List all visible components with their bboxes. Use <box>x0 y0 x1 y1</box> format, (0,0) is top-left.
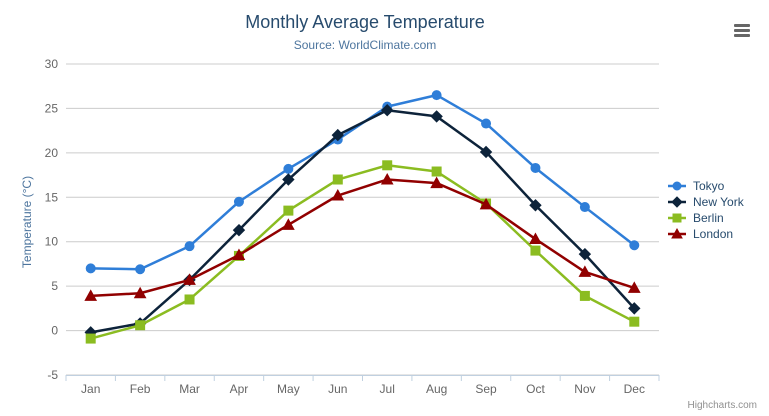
circle-marker[interactable] <box>184 241 195 252</box>
circle-marker[interactable] <box>672 181 682 191</box>
legend-item-new-york[interactable]: New York <box>668 194 744 210</box>
legend-item-london[interactable]: London <box>668 226 744 242</box>
square-marker[interactable] <box>184 294 195 305</box>
series-tokyo[interactable] <box>85 90 640 275</box>
square-marker[interactable] <box>332 174 343 185</box>
x-axis-label: Dec <box>624 382 645 396</box>
square-marker[interactable] <box>579 290 590 301</box>
circle-marker[interactable] <box>135 264 146 275</box>
circle-marker[interactable] <box>530 162 541 173</box>
x-axis-label: Jul <box>380 382 395 396</box>
series-line[interactable] <box>89 108 636 334</box>
series-london[interactable] <box>84 172 641 301</box>
diamond-marker[interactable] <box>479 145 493 159</box>
series-line[interactable] <box>89 178 636 298</box>
context-menu-button[interactable] <box>729 18 755 42</box>
x-axis-label: May <box>277 382 300 396</box>
diamond-marker[interactable] <box>578 247 592 261</box>
triangle-marker[interactable] <box>331 188 345 201</box>
diamond-marker[interactable] <box>331 128 344 142</box>
square-marker[interactable] <box>431 166 442 177</box>
legend-label: Berlin <box>693 211 724 225</box>
triangle-marker[interactable] <box>380 172 394 185</box>
diamond-marker[interactable] <box>628 302 641 315</box>
circle-marker[interactable] <box>431 90 442 101</box>
series-line[interactable] <box>89 164 636 340</box>
triangle-marker[interactable] <box>183 273 196 285</box>
y-axis-label: 30 <box>45 57 59 71</box>
y-axis-label: 20 <box>45 146 59 160</box>
x-axis-label: Sep <box>475 382 497 396</box>
diamond-marker[interactable] <box>529 199 542 212</box>
circle-marker[interactable] <box>579 202 590 213</box>
circle-legend-marker <box>668 181 686 191</box>
triangle-marker[interactable] <box>529 232 542 245</box>
hamburger-icon <box>734 22 750 39</box>
triangle-marker[interactable] <box>232 248 246 261</box>
square-marker[interactable] <box>530 245 541 256</box>
x-axis-label: Apr <box>230 382 249 396</box>
circle-marker[interactable] <box>283 163 294 174</box>
x-axis-label: Jun <box>328 382 347 396</box>
square-marker[interactable] <box>85 333 96 344</box>
triangle-marker[interactable] <box>282 218 295 230</box>
legend-label: London <box>693 227 734 241</box>
y-axis-label: 10 <box>45 235 59 249</box>
square-legend-marker <box>668 213 686 223</box>
y-axis-label: 15 <box>45 190 59 204</box>
circle-marker[interactable] <box>481 118 492 129</box>
y-axis-title: Temperature (°C) <box>20 175 34 269</box>
legend-item-tokyo[interactable]: Tokyo <box>668 178 744 194</box>
square-marker[interactable] <box>283 205 294 216</box>
triangle-marker[interactable] <box>84 289 98 301</box>
circle-marker[interactable] <box>233 196 244 207</box>
diamond-marker[interactable] <box>282 173 295 186</box>
series-line[interactable] <box>89 93 636 271</box>
legend: Tokyo New York Berlin London <box>668 178 744 242</box>
x-axis-label: Jan <box>81 382 100 396</box>
circle-marker[interactable] <box>85 263 96 274</box>
square-marker[interactable] <box>672 213 682 223</box>
legend-label: Tokyo <box>693 179 725 193</box>
y-axis-label: 5 <box>51 279 58 293</box>
triangle-marker[interactable] <box>627 281 641 293</box>
credits-link[interactable]: Highcharts.com <box>687 400 757 411</box>
diamond-legend-marker <box>668 196 686 208</box>
triangle-marker[interactable] <box>578 265 592 277</box>
x-axis-label: Feb <box>130 382 151 396</box>
triangle-marker[interactable] <box>430 176 443 189</box>
y-axis-label: 0 <box>51 324 58 338</box>
x-axis-label: Aug <box>426 382 447 396</box>
square-marker[interactable] <box>629 316 640 327</box>
diamond-marker[interactable] <box>381 103 394 117</box>
x-axis-label: Oct <box>526 382 545 396</box>
series-berlin[interactable] <box>85 160 640 344</box>
legend-item-berlin[interactable]: Berlin <box>668 210 744 226</box>
diamond-marker[interactable] <box>430 110 443 123</box>
square-marker[interactable] <box>382 160 393 171</box>
legend-label: New York <box>693 195 744 209</box>
triangle-marker[interactable] <box>479 197 493 210</box>
triangle-marker[interactable] <box>133 286 147 299</box>
triangle-marker[interactable] <box>671 227 683 239</box>
x-axis-label: Mar <box>179 382 200 396</box>
diamond-marker[interactable] <box>671 196 683 208</box>
diamond-marker[interactable] <box>232 223 246 237</box>
y-axis-label: -5 <box>47 368 58 382</box>
y-axis-label: 25 <box>45 101 59 115</box>
x-axis-label: Nov <box>574 382 595 396</box>
circle-marker[interactable] <box>629 240 640 251</box>
square-marker[interactable] <box>135 320 146 331</box>
triangle-legend-marker <box>668 227 686 239</box>
series-new-york[interactable] <box>84 103 641 339</box>
